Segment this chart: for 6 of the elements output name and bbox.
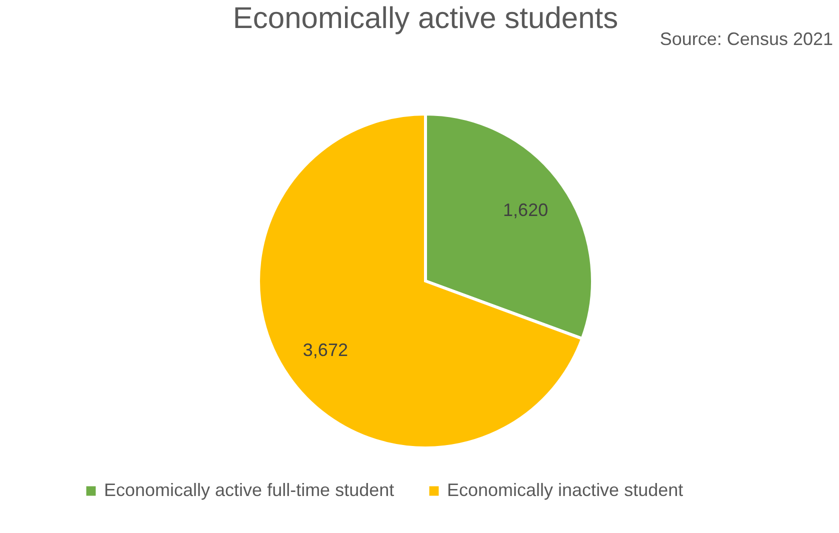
- legend-label: Economically active full-time student: [104, 480, 394, 500]
- data-label: 1,620: [503, 200, 548, 220]
- chart-title: Economically active students: [232, 2, 618, 35]
- source-note: Source: Census 2021: [660, 29, 833, 49]
- legend-label: Economically inactive student: [447, 480, 684, 500]
- data-label: 3,672: [302, 340, 348, 360]
